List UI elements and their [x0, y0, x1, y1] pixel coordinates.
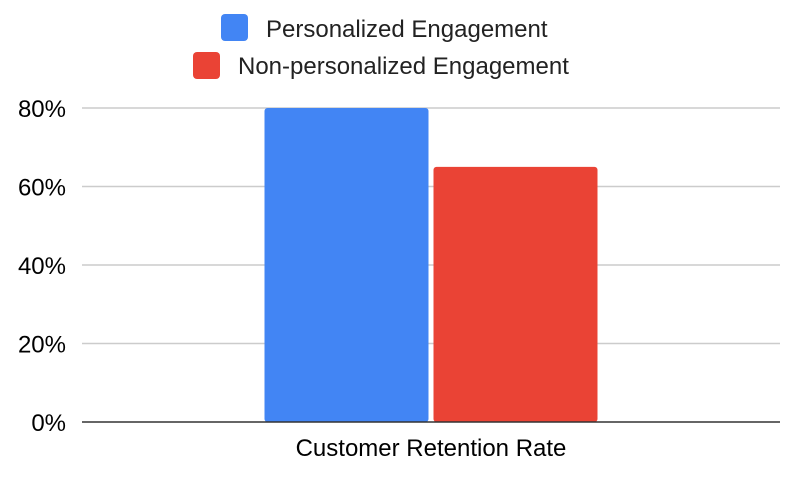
legend-item-non-personalized: Non-personalized Engagement [193, 52, 569, 80]
x-category-label: Customer Retention Rate [296, 435, 567, 462]
gridlines [82, 107, 780, 345]
y-tick-label: 60% [18, 175, 66, 202]
legend-swatch-personalized [221, 14, 248, 41]
y-tick-label: 20% [18, 332, 66, 359]
y-tick-label: 40% [18, 253, 66, 280]
legend-label-non-personalized: Non-personalized Engagement [238, 53, 569, 80]
legend-label-personalized: Personalized Engagement [266, 16, 548, 43]
legend-item-personalized: Personalized Engagement [221, 14, 548, 43]
bars [264, 108, 598, 422]
y-tick-label: 80% [18, 96, 66, 123]
x-axis: Customer Retention Rate [296, 435, 567, 462]
chart-legend: Personalized Engagement Non-personalized… [193, 14, 569, 80]
bar-non-personalized [433, 166, 598, 422]
y-tick-label: 0% [31, 410, 66, 437]
legend-swatch-non-personalized [193, 52, 220, 79]
y-axis: 0% 20% 40% 60% 80% [18, 96, 66, 437]
bar-personalized [264, 108, 429, 422]
